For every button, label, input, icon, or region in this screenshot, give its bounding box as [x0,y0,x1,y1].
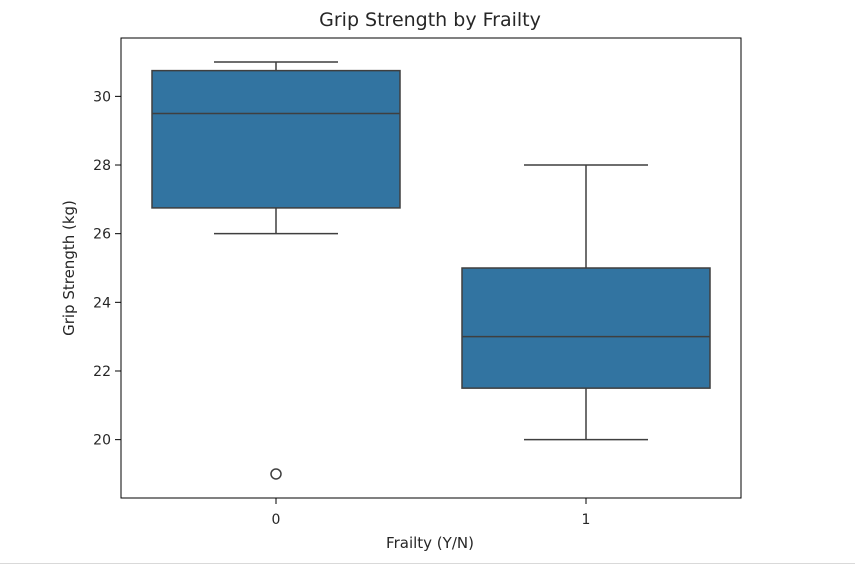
y-tick-label: 20 [93,433,111,449]
y-tick-label: 26 [93,227,111,243]
y-tick-label: 30 [93,89,111,105]
outlier-point [270,468,282,480]
y-axis-label: Grip Strength (kg) [60,200,78,336]
plot-area: 20 22 24 26 28 30 0 1 [93,61,711,528]
y-tick-label: 22 [93,364,111,380]
y-tick-label: 28 [93,158,111,174]
x-tick-label: 1 [582,512,591,528]
y-tick-label: 24 [93,295,111,311]
plot-frame [120,37,742,499]
chart-title: Grip Strength by Frailty [319,9,541,31]
page-divider [0,563,855,564]
x-tick-label: 0 [272,512,281,528]
box-iqr [461,267,711,389]
box-iqr [151,69,401,209]
x-axis-label: Frailty (Y/N) [386,534,474,552]
